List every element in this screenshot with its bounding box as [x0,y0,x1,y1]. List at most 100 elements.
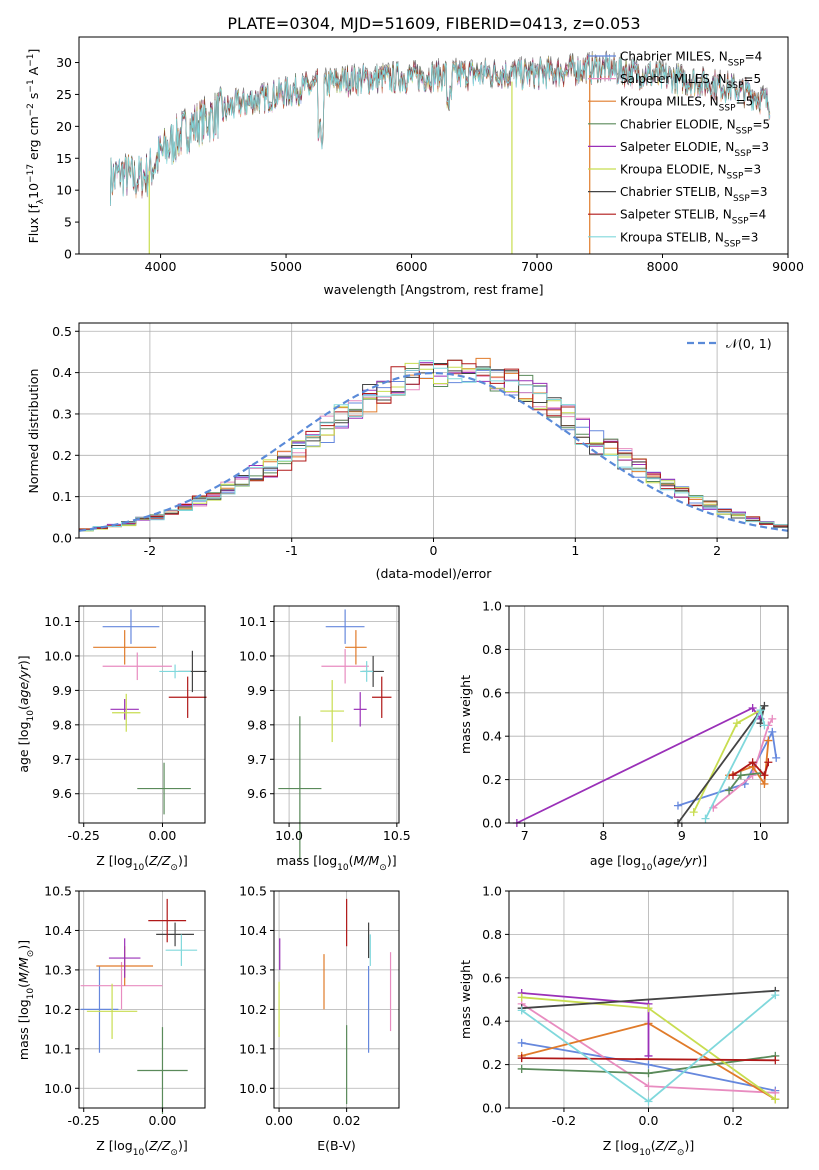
legend-entry: Salpeter ELODIE, NSSP=3 [620,140,769,159]
axes-frame [78,890,206,1109]
y-tick-label: 0.2 [482,1057,502,1072]
weight-marker-kroupa_stelib [701,814,710,823]
y-tick-label: 0.0 [482,1101,502,1116]
weight-marker-chabrier_elodie [644,1069,653,1078]
y-tick-label: 0.2 [482,772,502,787]
x-axis-label: wavelength [Angstrom, rest frame] [323,282,543,297]
y-tick-label: 9.9 [52,683,72,698]
x-tick-label: 6000 [396,259,428,274]
legend-entry: Chabrier STELIB, NSSP=3 [620,185,768,204]
weight-marker-chabrier_miles [673,801,682,810]
y-tick-label: 15 [56,151,72,166]
y-axis-label: mass weight [458,960,473,1039]
x-tick-label: 1 [571,543,579,558]
figure-title: PLATE=0304, MJD=51609, FIBERID=0413, z=0… [227,14,640,33]
x-tick-label: -0.2 [552,1113,576,1128]
legend-entry: Chabrier ELODIE, NSSP=5 [620,117,770,136]
y-tick-label: 1.0 [482,599,502,614]
y-tick-label: 0.4 [52,365,72,380]
x-tick-label: 0.00 [149,828,177,843]
y-tick-label: 10.3 [239,962,267,977]
model-spectrum-salpeter_stelib [110,55,771,197]
x-tick-label: 0.02 [333,1113,361,1128]
x-tick-label: -1 [285,543,297,558]
y-tick-label: 10.3 [44,962,72,977]
y-tick-label: 10.0 [44,1081,72,1096]
weight-marker-chabrier_miles [768,727,777,736]
x-tick-label: -0.25 [68,1113,100,1128]
model-spectrum-kroupa_stelib [110,55,771,206]
y-tick-label: 9.8 [52,717,72,732]
x-tick-label: 0.00 [265,1113,293,1128]
weight-marker-salpeter_stelib [517,1054,526,1063]
x-tick-label: 7000 [521,259,553,274]
weight-line-salpeter_elodie [516,706,762,824]
legend-entry: Kroupa MILES, NSSP=5 [620,95,753,114]
y-tick-label: 0.8 [482,642,502,657]
weight-marker-salpeter_stelib [764,758,773,767]
y-tick-label: 0.8 [482,927,502,942]
x-axis-label: age [log10(age/yr)] [590,853,707,873]
weight-marker-kroupa_elodie [517,993,526,1002]
x-tick-label: -0.25 [68,828,100,843]
y-tick-label: 10.1 [44,1041,72,1056]
x-tick-label: 7 [521,828,529,843]
weight-line-chabrier_stelib [521,989,776,1010]
weight-marker-kroupa_stelib [517,1006,526,1015]
x-tick-label: 10.0 [275,828,303,843]
weight-marker-kroupa_stelib [756,706,765,715]
y-tick-label: 0.0 [482,816,502,831]
x-axis-label: E(B-V) [317,1138,356,1153]
y-tick-label: 10 [56,183,72,198]
y-tick-label: 10.5 [239,884,267,899]
weight-marker-chabrier_miles [772,753,781,762]
x-tick-label: 5000 [270,259,302,274]
weight-marker-salpeter_stelib [760,771,769,780]
y-axis-label: mass weight [458,675,473,754]
weight-marker-kroupa_elodie [644,1004,653,1013]
weight-line-salpeter_stelib [732,761,770,778]
y-tick-label: 9.7 [247,752,267,767]
residual-histogram-kroupa_elodie [79,362,788,532]
y-tick-label: 9.6 [247,786,267,801]
x-tick-label: 8 [599,828,607,843]
y-tick-label: 0.1 [52,489,72,504]
x-tick-label: 8000 [647,259,679,274]
x-tick-label: 10 [753,828,769,843]
weight-marker-kroupa_miles [760,779,769,788]
y-tick-label: 0.3 [52,406,72,421]
weight-marker-chabrier_elodie [725,786,734,795]
weight-marker-salpeter_stelib [728,771,737,780]
axes-frame [508,605,789,824]
x-tick-label: 0 [430,543,438,558]
weight-marker-chabrier_miles [644,1060,653,1069]
axes-frame [78,36,789,255]
x-tick-label: 10.5 [383,828,411,843]
y-tick-label: 10.0 [44,648,72,663]
x-tick-label: 9 [678,828,686,843]
y-tick-label: 0.5 [52,324,72,339]
y-tick-label: 25 [56,87,72,102]
y-tick-label: 0.4 [482,729,502,744]
weight-marker-salpeter_miles [644,1082,653,1091]
y-tick-label: 9.6 [52,786,72,801]
weight-marker-chabrier_miles [517,1038,526,1047]
weight-marker-kroupa_elodie [732,719,741,728]
x-axis-label: Z [log10(Z/Z⊙)] [96,853,187,873]
x-axis-label: mass [log10(M/M⊙)] [276,853,396,873]
weight-marker-salpeter_stelib [771,1056,780,1065]
weight-marker-salpeter_miles [748,771,757,780]
weight-marker-kroupa_elodie [771,1095,780,1104]
x-axis-label: Z [log10(Z/Z⊙)] [96,1138,187,1158]
y-tick-label: 10.4 [44,923,72,938]
y-tick-label: 20 [56,119,72,134]
x-axis-label: (data-model)/error [376,566,493,581]
y-tick-label: 0.2 [52,448,72,463]
x-tick-label: 2 [713,543,721,558]
y-tick-label: 10.5 [44,884,72,899]
residual-histogram-kroupa_stelib [79,360,788,531]
weight-line-salpeter_miles [712,718,774,809]
y-tick-label: 9.8 [247,717,267,732]
weight-marker-kroupa_elodie [689,808,698,817]
y-axis-label: Normed distribution [26,369,41,494]
